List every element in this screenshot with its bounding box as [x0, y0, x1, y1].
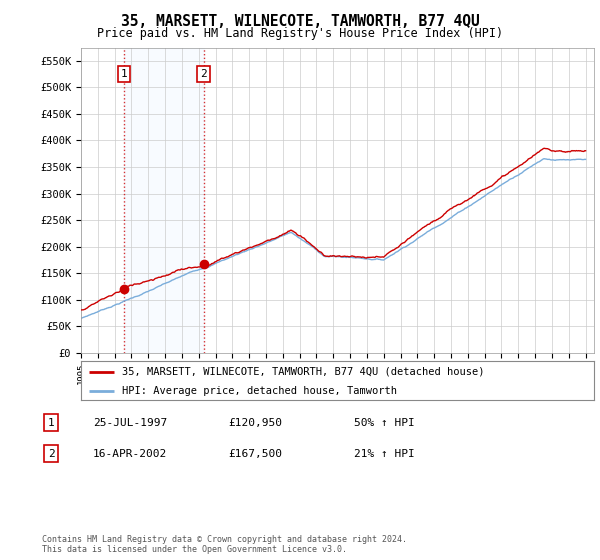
- Text: 35, MARSETT, WILNECOTE, TAMWORTH, B77 4QU (detached house): 35, MARSETT, WILNECOTE, TAMWORTH, B77 4Q…: [122, 367, 485, 377]
- Text: £120,950: £120,950: [228, 418, 282, 428]
- Bar: [124, 48, 203, 353]
- Text: 2: 2: [47, 449, 55, 459]
- Text: 1: 1: [121, 69, 128, 79]
- Text: Contains HM Land Registry data © Crown copyright and database right 2024.
This d: Contains HM Land Registry data © Crown c…: [42, 535, 407, 554]
- Text: 16-APR-2002: 16-APR-2002: [93, 449, 167, 459]
- Text: 50% ↑ HPI: 50% ↑ HPI: [354, 418, 415, 428]
- Text: 2: 2: [200, 69, 207, 79]
- Text: HPI: Average price, detached house, Tamworth: HPI: Average price, detached house, Tamw…: [122, 386, 397, 396]
- Text: Price paid vs. HM Land Registry's House Price Index (HPI): Price paid vs. HM Land Registry's House …: [97, 27, 503, 40]
- Text: 21% ↑ HPI: 21% ↑ HPI: [354, 449, 415, 459]
- Text: 1: 1: [47, 418, 55, 428]
- Text: £167,500: £167,500: [228, 449, 282, 459]
- Text: 35, MARSETT, WILNECOTE, TAMWORTH, B77 4QU: 35, MARSETT, WILNECOTE, TAMWORTH, B77 4Q…: [121, 14, 479, 29]
- Text: 25-JUL-1997: 25-JUL-1997: [93, 418, 167, 428]
